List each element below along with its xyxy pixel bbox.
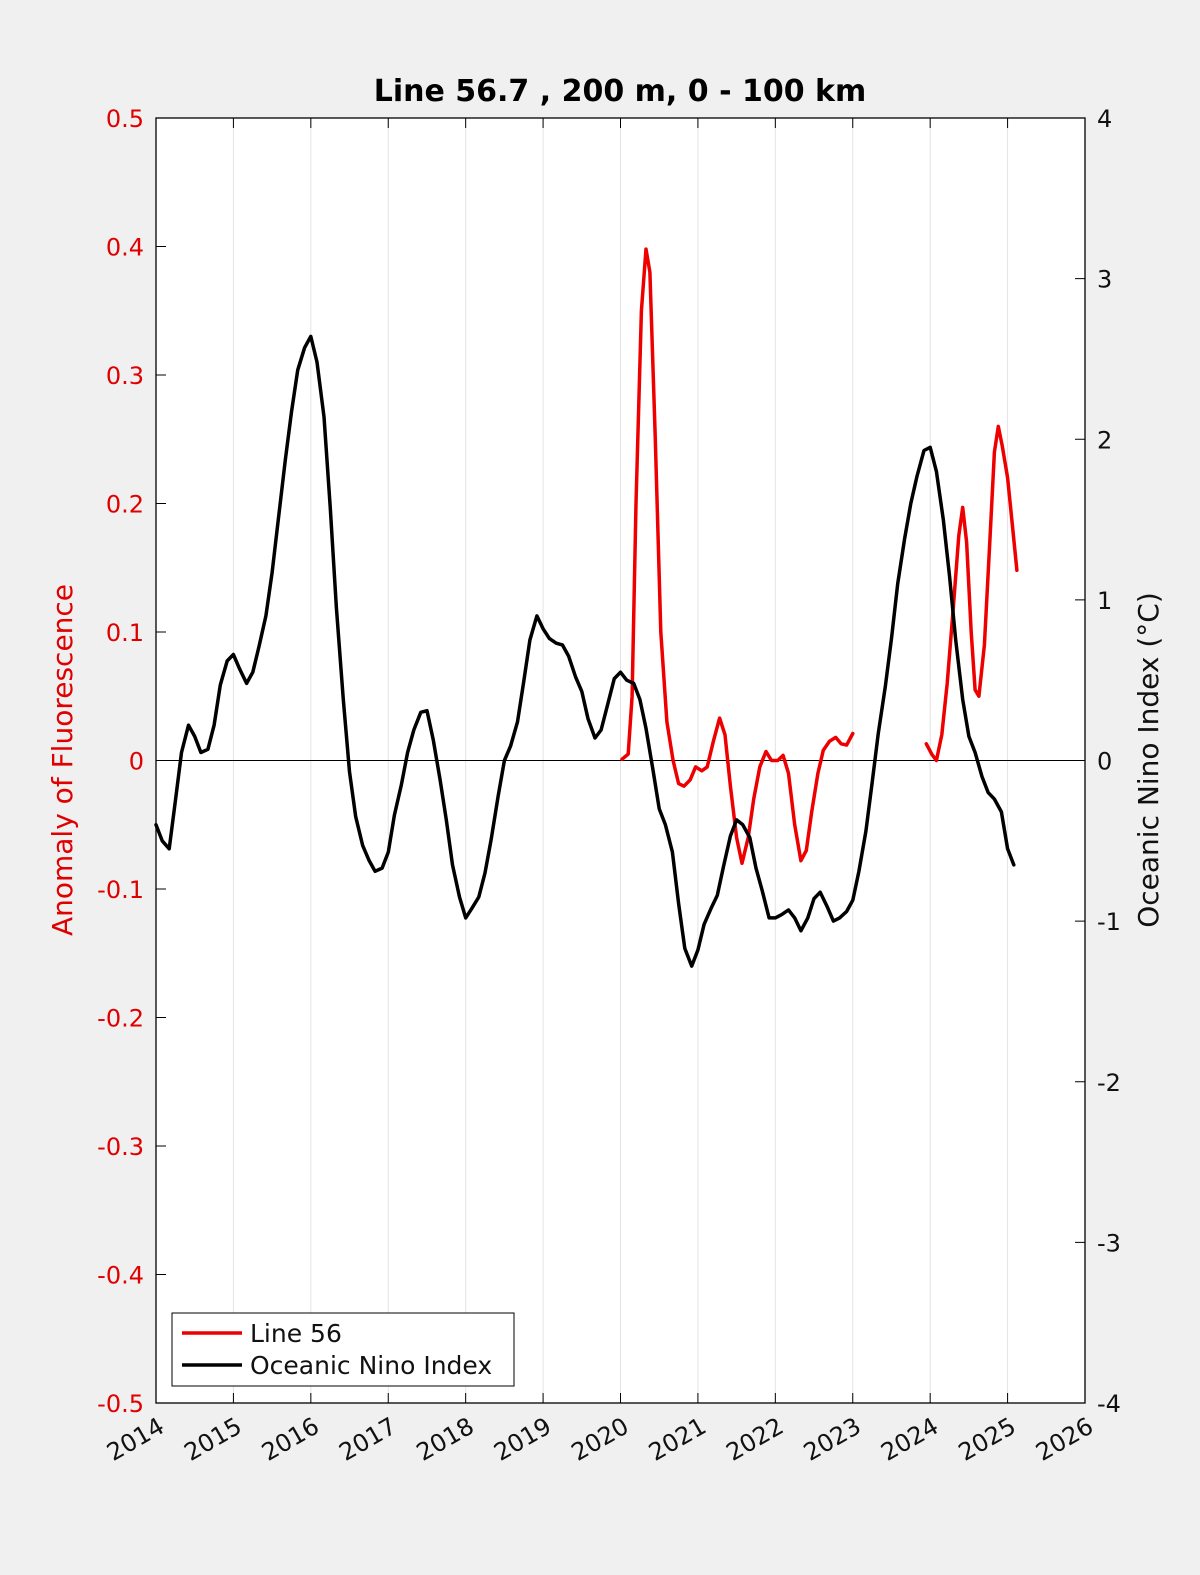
y-axis-right-label: Oceanic Nino Index (°C) [1132,592,1165,928]
series-line-56-segment-2 [924,424,1019,763]
y-right-tick-label: -2 [1097,1069,1121,1097]
y-right-tick-label: -1 [1097,908,1121,936]
y-right-tick-label: -3 [1097,1229,1121,1257]
y-left-tick-label: -0.5 [97,1390,144,1418]
series-layer [154,247,1019,968]
y-right-tick-label: 3 [1097,266,1112,294]
legend-label-line-56: Line 56 [250,1319,342,1348]
y-right-tick-label: 2 [1097,426,1112,454]
y-left-tick-label: 0.4 [106,234,144,262]
y-left-tick-label: 0.1 [106,619,144,647]
y-left-tick-label: 0.2 [106,491,144,519]
series-oceanic-nino-index [154,334,1016,968]
y-left-tick-label: -0.4 [97,1262,144,1290]
y-right-tick-label: 1 [1097,587,1112,615]
legend-box [171,1312,515,1387]
y-left-tick-label: -0.3 [97,1133,144,1161]
y-left-tick-label: -0.2 [97,1005,144,1033]
y-right-tick-label: 4 [1097,105,1112,133]
y-left-tick-label: 0.5 [106,105,144,133]
y-right-tick-label: -4 [1097,1390,1121,1418]
chart-title: Line 56.7 , 200 m, 0 - 100 km [374,74,867,109]
y-left-tick-label: -0.1 [97,876,144,904]
y-left-tick-label: 0.3 [106,362,144,390]
y-right-tick-label: 0 [1097,748,1112,776]
series-line-56-segment-1 [620,247,855,866]
y-left-tick-label: 0 [129,748,144,776]
legend-label-oni: Oceanic Nino Index [250,1351,492,1380]
legend: Line 56 Oceanic Nino Index [171,1312,515,1387]
y-axis-left-label: Anomaly of Fluorescence [46,584,79,936]
